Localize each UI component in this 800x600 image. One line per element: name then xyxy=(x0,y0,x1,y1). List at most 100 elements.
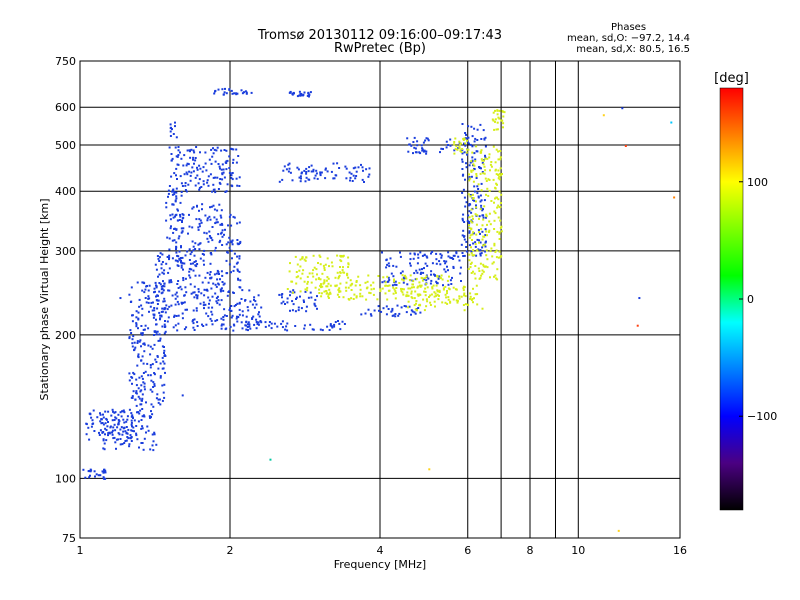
data-point xyxy=(355,280,358,282)
data-point xyxy=(471,239,473,241)
data-point xyxy=(88,412,91,415)
data-point xyxy=(305,172,308,175)
data-point xyxy=(106,425,109,428)
data-point xyxy=(497,169,500,172)
data-point xyxy=(449,138,452,141)
data-point xyxy=(258,311,260,314)
data-point xyxy=(188,259,191,261)
data-point xyxy=(444,262,447,265)
data-point xyxy=(488,229,491,232)
data-point xyxy=(119,443,122,446)
data-point xyxy=(93,430,96,432)
data-point xyxy=(268,324,271,327)
data-point xyxy=(484,145,487,148)
data-point xyxy=(180,157,183,160)
data-point xyxy=(127,437,130,440)
data-point xyxy=(120,415,123,418)
data-point xyxy=(478,166,480,168)
data-point xyxy=(230,305,233,307)
data-point xyxy=(112,437,115,440)
data-point xyxy=(465,151,468,154)
data-point xyxy=(147,295,150,298)
data-point xyxy=(425,275,428,278)
data-point xyxy=(408,279,411,282)
data-point xyxy=(482,129,485,132)
data-point xyxy=(163,349,166,352)
data-point xyxy=(350,297,353,300)
data-point xyxy=(499,219,502,222)
data-point xyxy=(232,148,235,151)
data-point xyxy=(464,178,466,181)
data-point xyxy=(168,258,170,261)
data-point xyxy=(461,123,464,125)
data-point xyxy=(209,218,212,221)
data-point xyxy=(368,173,371,176)
data-point xyxy=(461,160,464,163)
data-point xyxy=(195,218,198,221)
data-point xyxy=(168,279,171,282)
data-point xyxy=(176,300,179,303)
data-point xyxy=(422,141,425,144)
data-point xyxy=(387,280,390,283)
data-point xyxy=(153,433,156,436)
data-point xyxy=(445,296,448,299)
data-point xyxy=(308,93,311,96)
data-point xyxy=(389,257,392,260)
data-point xyxy=(349,284,352,287)
data-point xyxy=(159,252,162,255)
data-point xyxy=(164,311,167,314)
data-point xyxy=(217,299,220,302)
data-point xyxy=(211,306,214,309)
data-point xyxy=(481,238,484,241)
data-point xyxy=(207,184,210,187)
data-point xyxy=(181,185,184,187)
data-point xyxy=(338,167,341,169)
data-point xyxy=(287,170,290,173)
data-point xyxy=(425,152,428,155)
data-point xyxy=(225,168,228,171)
data-point xyxy=(176,155,179,158)
data-point xyxy=(486,234,488,237)
data-point xyxy=(126,436,129,438)
data-point xyxy=(232,292,235,294)
data-point xyxy=(478,241,480,244)
data-point xyxy=(238,308,241,311)
data-point xyxy=(430,279,433,282)
data-point xyxy=(121,410,123,413)
data-point xyxy=(453,141,456,143)
data-point xyxy=(468,259,471,262)
data-point xyxy=(362,169,364,172)
data-point xyxy=(304,290,307,293)
data-point xyxy=(192,206,195,209)
data-point xyxy=(188,267,191,270)
data-point xyxy=(107,410,110,413)
data-point xyxy=(416,262,419,265)
data-point xyxy=(331,265,334,268)
data-point xyxy=(142,372,145,374)
data-point xyxy=(217,163,220,165)
data-point xyxy=(149,388,152,391)
data-point xyxy=(158,260,161,262)
data-point xyxy=(114,429,117,432)
data-point xyxy=(143,415,146,418)
data-point xyxy=(405,305,408,308)
data-point xyxy=(135,378,138,381)
data-point xyxy=(128,379,131,382)
data-point xyxy=(481,230,484,233)
data-point xyxy=(102,416,105,419)
data-point xyxy=(197,226,200,229)
data-point xyxy=(372,293,375,296)
data-point xyxy=(409,287,412,290)
data-point xyxy=(162,300,165,303)
data-point xyxy=(451,276,453,279)
data-point xyxy=(497,177,500,180)
data-point xyxy=(479,151,482,154)
data-point xyxy=(295,296,298,299)
data-point xyxy=(338,296,341,298)
data-point xyxy=(113,423,116,426)
data-point xyxy=(410,292,413,295)
data-point xyxy=(381,287,384,290)
data-point xyxy=(115,447,117,450)
data-point xyxy=(471,145,474,148)
